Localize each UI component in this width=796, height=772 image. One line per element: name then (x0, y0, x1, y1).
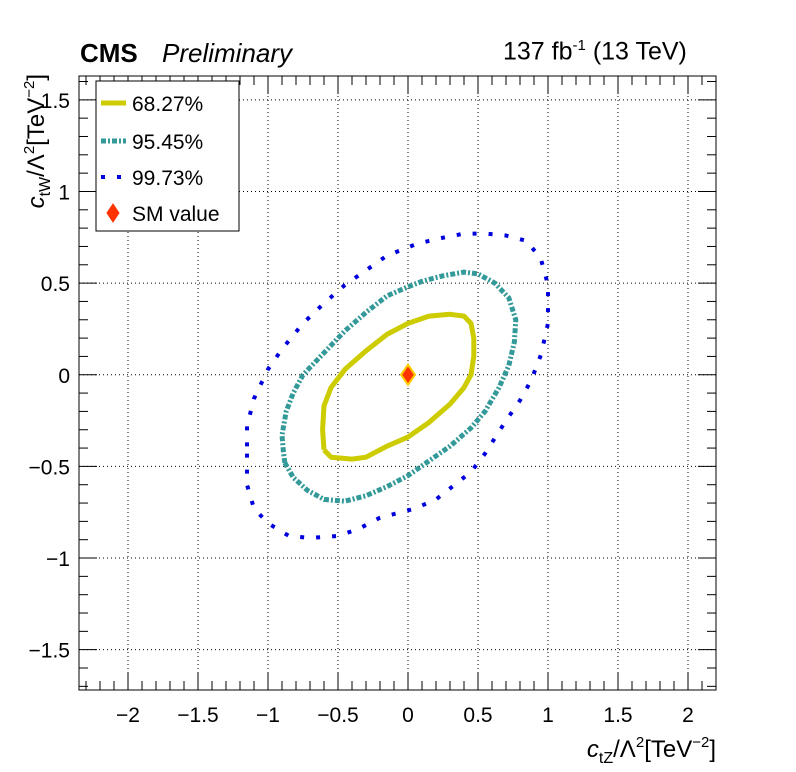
contour-68 (320, 311, 477, 462)
lumi-exponent: -1 (572, 37, 586, 54)
legend-sm-marker (106, 203, 120, 223)
plot-frame (78, 75, 717, 691)
x-tick-label: 0 (402, 704, 414, 727)
y-tick-label: 1 (58, 181, 70, 204)
legend-label-68: 68.27% (132, 93, 203, 116)
x-tick-label: −1.5 (177, 704, 218, 727)
x-tick-label: −1 (256, 704, 280, 727)
y-tick-label: 0.5 (41, 273, 70, 296)
y-tick-label: −0.5 (29, 456, 70, 479)
legend: 68.27% 95.45% 99.73% SM value (95, 80, 240, 232)
contour-series (245, 231, 550, 540)
status-label: Preliminary (162, 38, 293, 68)
lumi-value: 137 fb (503, 37, 573, 66)
x-tick-label: −0.5 (317, 704, 358, 727)
x-tick-label: 1.5 (603, 704, 632, 727)
legend-label-99: 99.73% (132, 167, 203, 190)
x-tick-label: 2 (682, 704, 694, 727)
y-tick-label: −1.5 (29, 640, 70, 663)
x-tick-label: 1 (542, 704, 554, 727)
legend-label-sm: SM value (132, 203, 220, 226)
x-tick-labels: −2 −1.5 −1 −0.5 0 0.5 1 1.5 2 (116, 704, 694, 727)
y-tick-label: −1 (46, 548, 70, 571)
y-tick-label: 1.5 (41, 90, 70, 113)
sm-value-marker (399, 363, 417, 387)
x-tick-label: 0.5 (463, 704, 492, 727)
x-axis-title: ctZ/Λ2[TeV−2] (587, 734, 716, 767)
x-tick-label: −2 (116, 704, 140, 727)
legend-box (95, 80, 240, 232)
y-tick-labels: −1.5 −1 −0.5 0 0.5 1 1.5 (29, 90, 70, 663)
luminosity-label: 137 fb-1 (13 TeV) (503, 37, 687, 66)
legend-label-95: 95.45% (132, 131, 203, 154)
y-tick-label: 0 (58, 365, 70, 388)
y-axis-title: ctW/Λ2[TeV−2] (21, 74, 54, 208)
contour-99 (245, 231, 550, 540)
experiment-label: CMS (80, 38, 138, 68)
sm-point-layer (399, 363, 417, 387)
energy-label: (13 TeV) (592, 37, 687, 66)
contour-95 (279, 269, 519, 504)
